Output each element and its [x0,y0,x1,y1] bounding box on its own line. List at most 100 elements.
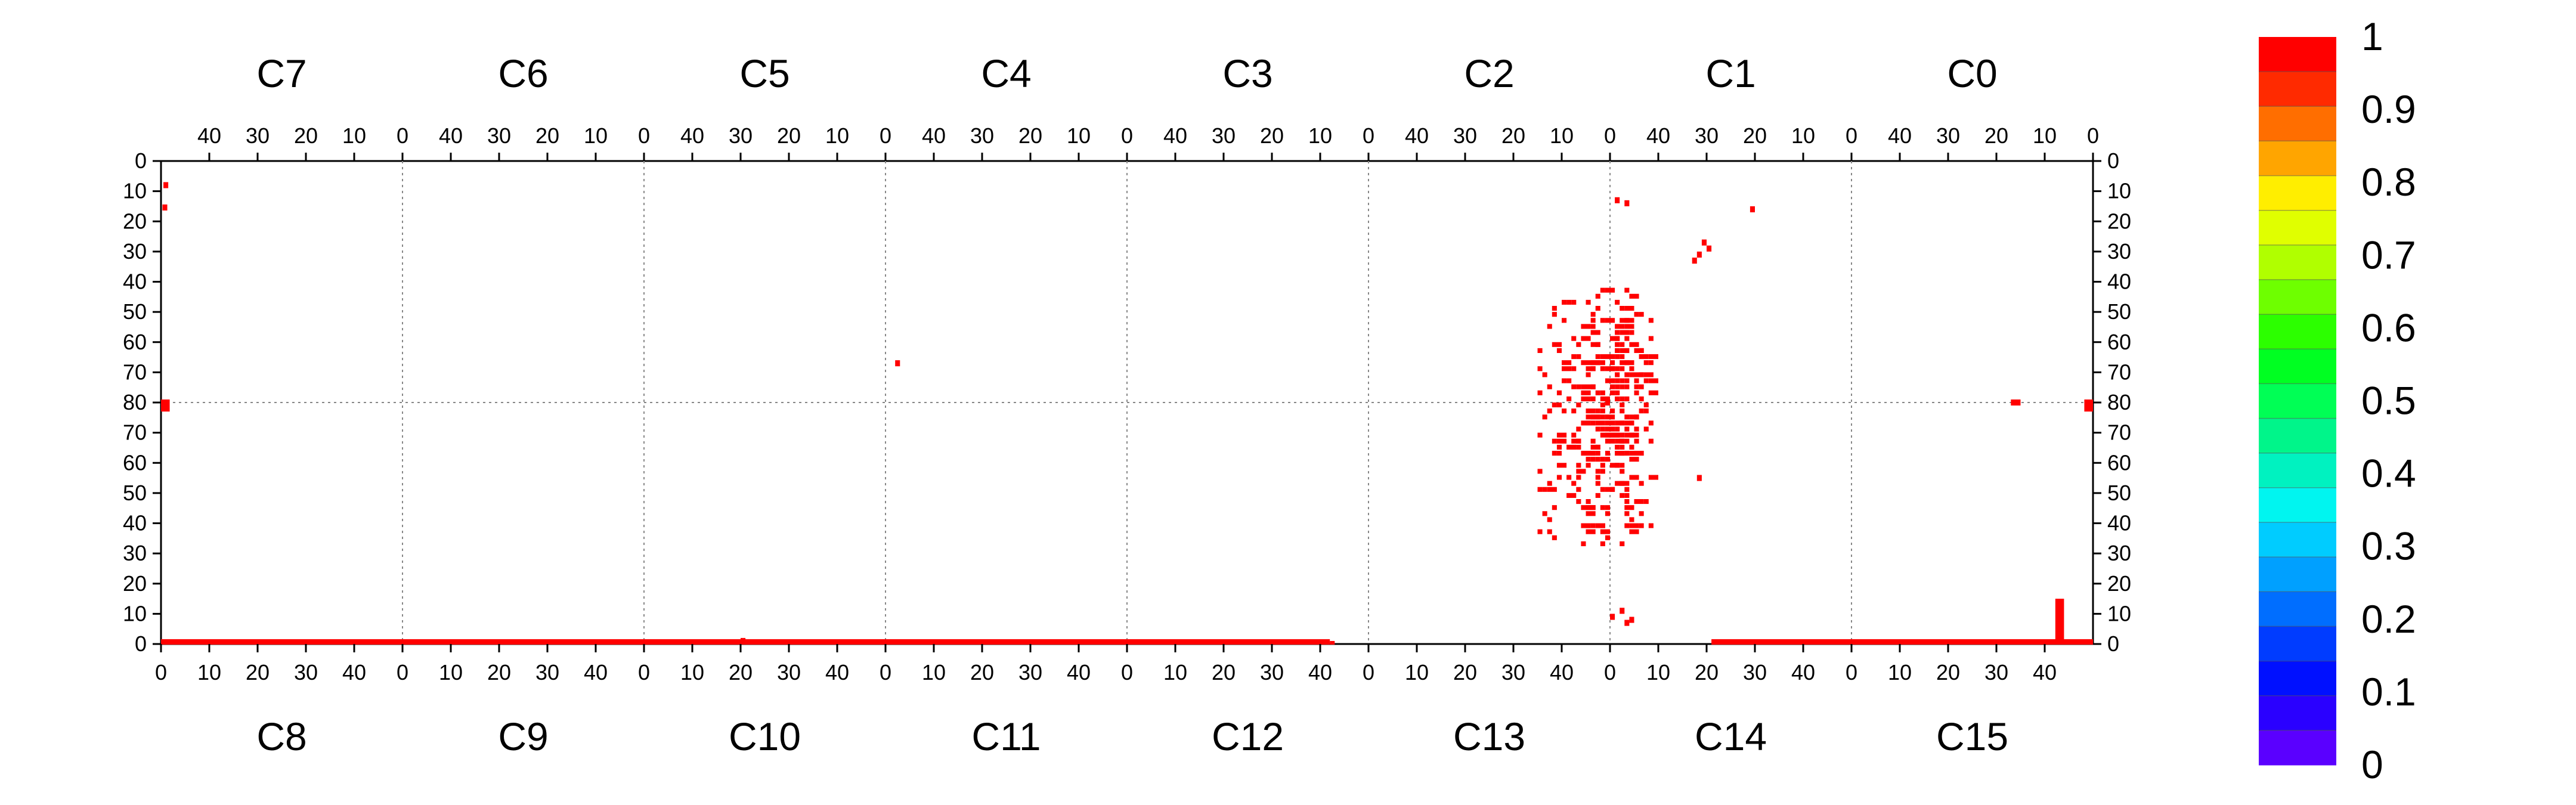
hot-cell [1571,299,1577,305]
bottom-tick-label: 0 [638,660,650,685]
top-tick-label: 0 [638,123,650,148]
right-tick-label: 10 [2107,179,2131,203]
hot-cell [1624,372,1630,377]
right-tick-label: 50 [2107,299,2131,324]
hot-cell [1634,378,1639,383]
top-tick-label: 10 [342,123,366,148]
bottom-tick-label: 20 [487,660,511,685]
bottom-tick-label: 0 [1363,660,1374,685]
hot-cell [1537,390,1543,395]
top-chamber-label: C1 [1705,51,1755,95]
colorbar-label: 0.6 [2361,305,2416,349]
hot-cell [1648,336,1654,341]
hot-cell [1610,414,1615,420]
hot-cell [1648,378,1658,383]
top-tick-label: 0 [1121,123,1133,148]
left-tick-label: 70 [123,360,147,384]
hot-cell [1605,426,1610,432]
top-tick-label: 0 [397,123,408,148]
hot-cell [1615,396,1620,401]
top-tick-label: 40 [1163,123,1187,148]
hot-cell [1624,336,1630,341]
hot-cell [1648,318,1654,323]
top-tick-label: 0 [1604,123,1616,148]
hot-cell [1547,324,1552,329]
top-tick-label: 20 [1260,123,1284,148]
top-tick-label: 40 [680,123,704,148]
hot-cell [1629,523,1639,528]
hot-cell [1639,511,1644,516]
hot-cell [1615,426,1620,432]
hot-cell [1620,318,1630,323]
colorbar: 1 0.9 0.8 0.7 0.6 0.5 0.4 0.3 0.2 0.1 0 [2259,14,2416,787]
hot-cell [1624,523,1630,528]
hot-cell [1605,378,1610,383]
hot-cell [1624,426,1630,432]
hot-cell [1576,426,1581,432]
top-tick-label: 0 [1846,123,1857,148]
hot-cell [161,399,170,412]
hot-cell [1571,481,1577,486]
colorbar-swatch [2259,487,2336,523]
bottom-tick-label: 40 [584,660,608,685]
hot-cell [2055,599,2064,644]
top-tick-label: 20 [535,123,559,148]
hot-cell [1571,438,1581,444]
top-chamber-label: C2 [1464,51,1514,95]
hot-cell [1624,396,1630,401]
bottom-tick-label: 20 [729,660,753,685]
hot-cell [1595,360,1600,366]
hot-cell [741,637,746,642]
hot-cell [1576,402,1581,408]
hot-cell [1576,384,1581,389]
top-chamber-label: C0 [1947,51,1997,95]
hot-cell [1634,529,1639,534]
top-tick-label: 30 [487,123,511,148]
colorbar-swatch [2259,522,2336,558]
hot-cell [1547,408,1552,414]
colorbar-swatch [2259,695,2336,731]
hot-cell [1586,529,1596,534]
hot-cell [1590,312,1596,317]
colorbar-swatch [2259,280,2336,315]
hot-cell [1576,438,1581,444]
colorbar-label: 0.5 [2361,379,2416,423]
bottom-tick-label: 30 [1984,660,2008,685]
hot-cell [1586,463,1591,468]
hot-cell [1605,414,1610,420]
top-tick-label: 40 [439,123,463,148]
hot-cell [1605,505,1610,510]
top-chamber-label: C5 [739,51,789,95]
colorbar-label: 0 [2361,742,2383,787]
hot-cell [1707,245,1712,252]
colorbar-swatch [2259,626,2336,662]
hot-cell [1595,451,1600,456]
hot-cell [1586,372,1591,377]
hot-cell [1605,318,1615,323]
hot-cell [1590,318,1596,323]
hot-cell [1552,312,1557,317]
hot-cell [1643,360,1649,366]
hot-cell [1586,523,1591,528]
hot-cell [1552,505,1557,510]
bottom-tick-label: 10 [680,660,704,685]
bottom-tick-label: 0 [397,660,408,685]
hot-cell [1615,432,1625,438]
left-tick-label: 40 [123,511,147,535]
hot-cell [1595,444,1600,450]
hot-cell [1610,438,1615,444]
hot-cell [1643,426,1649,432]
hot-cell [1566,396,1572,401]
hot-cell [1581,390,1586,395]
hot-cell [1586,499,1591,504]
hot-cell [1610,378,1615,383]
top-tick-label: 0 [1363,123,1374,148]
top-tick-label: 20 [294,123,318,148]
hot-cell [1605,511,1610,516]
hot-cell [1620,378,1625,383]
hot-cell [1571,354,1577,360]
hot-cell [1600,396,1610,401]
hot-cell [1576,444,1581,450]
hot-cell [1620,541,1625,546]
bottom-tick-label: 20 [1453,660,1477,685]
